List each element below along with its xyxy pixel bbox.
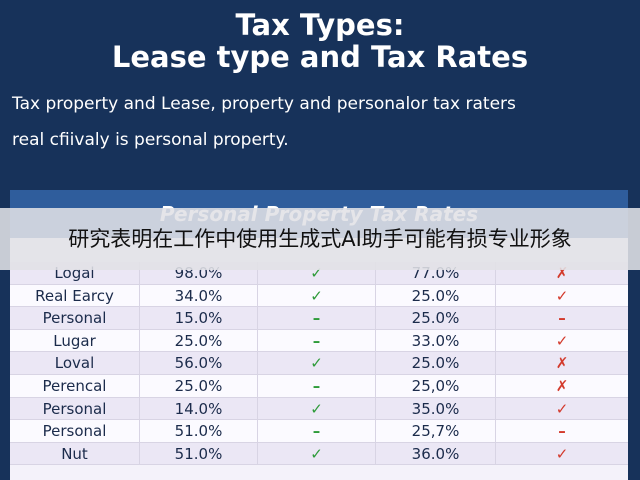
table-cell: ✓ <box>555 286 569 305</box>
table-cell: ✓ <box>555 331 569 350</box>
table-cell: Lugar <box>10 329 140 352</box>
table-cell: ✓ <box>555 399 569 418</box>
table-cell: 25.0% <box>376 352 496 374</box>
table-cell: 25.0% <box>376 284 496 307</box>
table-cell: 33.0% <box>376 329 496 352</box>
table-cell: 15.0% <box>140 307 258 329</box>
table-row: Personal 15.0% –25.0% – <box>10 307 628 330</box>
table-cell: ✗ <box>555 376 569 395</box>
body-line: Tax property and Lease, property and per… <box>12 94 516 114</box>
table-row: Loval 56.0% ✓ 25.0% ✗ <box>10 352 628 375</box>
table-cell: Loval <box>10 352 140 374</box>
table-cell: Real Earcy <box>10 284 140 307</box>
table-cell: – <box>258 374 376 397</box>
table-cell: – <box>258 420 376 442</box>
table-cell: 14.0% <box>140 397 258 420</box>
table-row: Real Earcy 34.0% ✓ 25.0% ✓ <box>10 284 628 308</box>
table-cell: ✓ <box>555 444 569 463</box>
table-cell: ✓ <box>258 352 376 374</box>
table-cell: Nut <box>10 442 140 465</box>
table-row: Perencal 25.0% –25,0% ✗ <box>10 374 628 398</box>
table-cell: Perencal <box>10 374 140 397</box>
table-cell: 56.0% <box>140 352 258 374</box>
table-cell: – <box>258 329 376 352</box>
table-row: Nut 51.0% ✓ 36.0% ✓ <box>10 442 628 466</box>
table-row: Lugar 25.0% –33.0% ✓ <box>10 329 628 353</box>
table-cell: 25.0% <box>140 329 258 352</box>
table-cell: 34.0% <box>140 284 258 307</box>
table-cell: Personal <box>10 307 140 329</box>
table-cell: ✗ <box>555 354 569 373</box>
table-cell: ✓ <box>258 442 376 465</box>
table-cell: ✓ <box>258 284 376 307</box>
table-row: Personal 14.0% ✓ 35.0% ✓ <box>10 397 628 421</box>
table-cell: Personal <box>10 420 140 442</box>
table-cell: Personal <box>10 397 140 420</box>
table-cell: 25,7% <box>376 420 496 442</box>
title-line: Lease type and Tax Rates <box>111 40 529 74</box>
table-cell: – <box>558 422 566 441</box>
table-cell: – <box>258 307 376 329</box>
table-cell: 25,0% <box>376 374 496 397</box>
table-cell: 25.0% <box>140 374 258 397</box>
table-cell: 51.0% <box>140 442 258 465</box>
table-row: Personal 51.0% –25,7% – <box>10 420 628 443</box>
table-cell: 51.0% <box>140 420 258 442</box>
table-body: Logal 98.0% ✓ 77.0% ✗ Real Earcy 34.0% ✓ 25.0% ✓ P… <box>10 262 628 466</box>
table-cell: 36.0% <box>376 442 496 465</box>
table-cell: – <box>558 309 566 328</box>
table-cell: 25.0% <box>376 307 496 329</box>
subtitle-caption: 研究表明在工作中使用生成式AI助手可能有损专业形象 <box>0 208 640 270</box>
body-line: real cfiivaly is personal property. <box>12 130 289 150</box>
table-cell: 35.0% <box>376 397 496 420</box>
table-cell: ✓ <box>258 397 376 420</box>
title-line: Tax Types: <box>235 8 405 42</box>
